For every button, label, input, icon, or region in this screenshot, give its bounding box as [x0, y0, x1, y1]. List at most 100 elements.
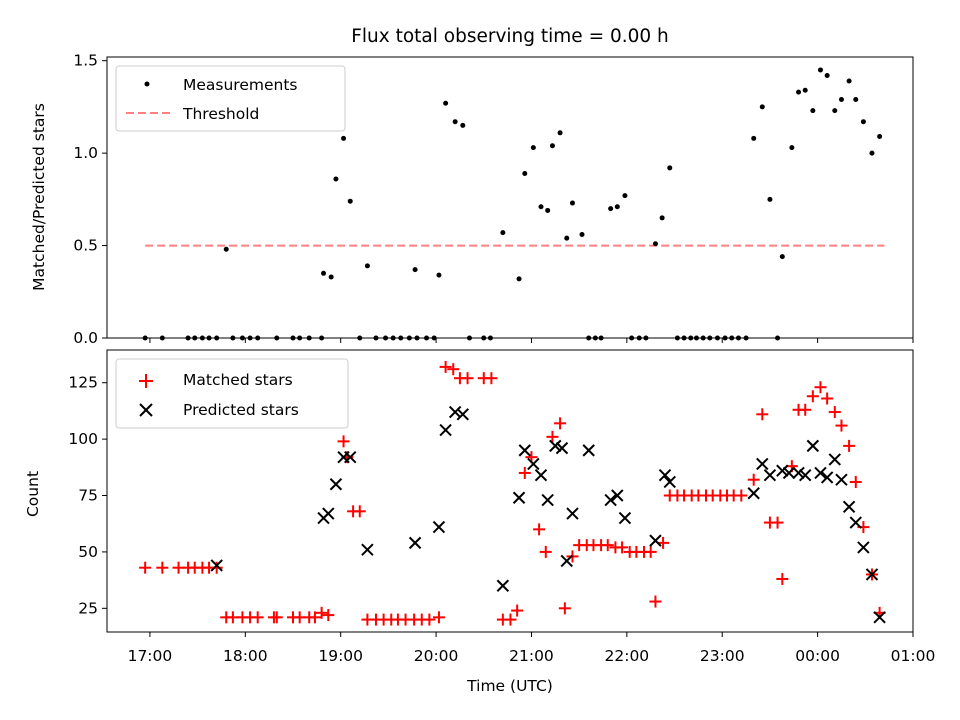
- measurement-point: [622, 193, 628, 199]
- measurement-point: [500, 230, 506, 236]
- measurement-point: [608, 206, 614, 212]
- measurement-point: [838, 97, 844, 103]
- predicted-star-point: [611, 489, 624, 502]
- predicted-star-stroke-b: [322, 507, 335, 520]
- predicted-star-stroke-b: [756, 457, 769, 471]
- count-ytick-label: 25: [78, 599, 98, 617]
- measurement-point: [751, 135, 757, 141]
- predicted-star-stroke-b: [857, 541, 870, 554]
- measurement-point: [328, 274, 334, 280]
- predicted-star-point: [799, 469, 812, 482]
- measurement-point: [877, 133, 883, 139]
- measurement-point: [549, 143, 555, 149]
- measurement-point: [659, 215, 665, 221]
- predicted-star-point: [814, 466, 827, 480]
- predicted-star-stroke-b: [649, 534, 662, 547]
- predicted-star-point: [549, 439, 562, 453]
- measurement-point: [452, 119, 458, 125]
- predicted-star-point: [763, 469, 777, 482]
- matched-star-point: [776, 572, 789, 585]
- measurement-point: [569, 200, 575, 206]
- predicted-star-stroke-b: [518, 444, 531, 457]
- measurement-point: [832, 108, 838, 114]
- predicted-star-stroke-b: [527, 457, 540, 471]
- measurement-point: [779, 254, 785, 260]
- predicted-star-stroke-b: [361, 543, 374, 556]
- matched-star-point: [156, 561, 169, 574]
- matched-star-point: [649, 595, 662, 608]
- measurement-point: [412, 267, 418, 273]
- measurement-point: [767, 196, 773, 202]
- measurement-point: [810, 108, 816, 114]
- count-xtick-label: 21:00: [509, 647, 554, 665]
- matched-star-point: [539, 545, 552, 558]
- matched-star-point: [447, 363, 460, 376]
- measurement-point: [333, 176, 339, 182]
- count-xtick-label: 22:00: [605, 647, 650, 665]
- predicted-star-point: [604, 493, 617, 507]
- predicted-star-stroke-b: [799, 469, 812, 482]
- matched-star-point: [533, 523, 546, 536]
- predicted-star-point: [456, 408, 469, 421]
- predicted-star-stroke-b: [560, 554, 573, 568]
- predicted-star-point: [496, 579, 510, 592]
- matched-star-point: [353, 505, 366, 518]
- measurement-point: [460, 122, 466, 128]
- legend-threshold-label: Threshold: [182, 105, 259, 123]
- predicted-stars-points: [210, 405, 886, 624]
- predicted-star-point: [820, 471, 834, 484]
- ratio-ylabel: Matched/Predicted stars: [30, 103, 48, 291]
- predicted-star-point: [649, 534, 662, 547]
- predicted-star-point: [663, 475, 676, 489]
- predicted-star-stroke-b: [432, 520, 446, 534]
- ratio-ytick-label: 0.0: [73, 329, 98, 347]
- predicted-star-point: [792, 466, 805, 480]
- matched-star-point: [616, 541, 629, 554]
- measurement-point: [853, 97, 859, 103]
- count-ytick-label: 50: [78, 543, 98, 561]
- predicted-star-stroke-b: [873, 611, 886, 624]
- count-ytick-label: 75: [78, 487, 98, 505]
- predicted-star-stroke-b: [210, 559, 223, 572]
- matched-star-point: [546, 430, 559, 443]
- predicted-star-stroke-b: [549, 439, 562, 453]
- measurement-point: [796, 89, 802, 95]
- legend-predicted-marker: [139, 403, 153, 417]
- predicted-star-stroke-b: [763, 469, 777, 482]
- ratio-legend: Measurements Threshold: [115, 65, 346, 132]
- matched-star-point: [432, 611, 445, 624]
- predicted-star-point: [518, 444, 531, 457]
- predicted-star-stroke-b: [792, 466, 805, 480]
- predicted-star-point: [782, 466, 796, 480]
- legend-measurements-marker: [144, 81, 150, 87]
- matched-star-point: [461, 372, 474, 385]
- matched-star-point: [558, 602, 571, 615]
- matched-star-point: [843, 439, 856, 452]
- predicted-star-point: [560, 554, 573, 568]
- predicted-star-stroke-b: [512, 491, 526, 504]
- count-xtick-label: 00:00: [795, 647, 840, 665]
- predicted-star-point: [776, 464, 789, 477]
- measurement-point: [443, 100, 449, 106]
- count-xtick-label: 01:00: [891, 647, 936, 665]
- count-ylabel: Count: [24, 471, 42, 517]
- matched-star-point: [849, 475, 862, 488]
- legend-predicted-label: Predicted stars: [183, 401, 299, 419]
- predicted-star-point: [408, 536, 422, 550]
- predicted-star-point: [344, 450, 357, 464]
- predicted-star-point: [618, 511, 632, 525]
- matched-star-point: [308, 611, 321, 624]
- measurement-point: [545, 207, 551, 213]
- matched-star-point: [337, 435, 350, 448]
- predicted-star-stroke-b: [865, 568, 879, 581]
- predicted-star-stroke-b: [329, 478, 343, 491]
- ratio-panel: Flux total observing time = 0.00 h 0.00.…: [30, 26, 914, 347]
- matched-star-point: [518, 466, 531, 479]
- count-axes: 25 50 75 100 125 17:00 18:00 19:00 20:00 21:00 22:…: [68, 374, 935, 665]
- predicted-star-point: [534, 469, 548, 482]
- predicted-star-point: [865, 568, 879, 581]
- measurement-point: [652, 241, 658, 247]
- predicted-star-point: [432, 520, 446, 534]
- predicted-star-stroke-b: [835, 473, 848, 486]
